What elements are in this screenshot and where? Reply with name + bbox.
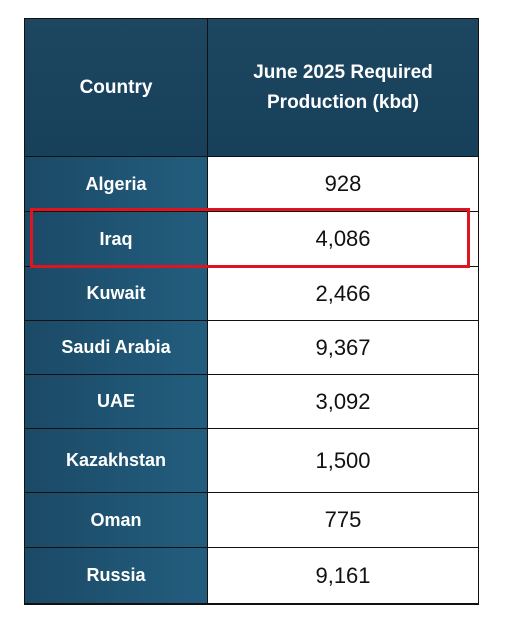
country-cell: Russia: [25, 548, 207, 603]
value-cell: 9,367: [208, 321, 478, 374]
value-cell: 2,466: [208, 267, 478, 320]
country-cell: Saudi Arabia: [25, 321, 207, 374]
column-header: Country: [25, 19, 207, 156]
column-header: June 2025 Required Production (kbd): [208, 19, 478, 156]
country-cell: Algeria: [25, 157, 207, 211]
table: Country June 2025 Required Production (kb…: [24, 18, 479, 605]
value-cell: 4,086: [208, 212, 478, 266]
value-cell: 9,161: [208, 548, 478, 603]
country-cell: Kuwait: [25, 267, 207, 320]
country-cell: Kazakhstan: [25, 429, 207, 492]
country-cell: UAE: [25, 375, 207, 428]
country-cell: Iraq: [25, 212, 207, 266]
value-cell: 1,500: [208, 429, 478, 492]
value-cell: 775: [208, 493, 478, 547]
value-cell: 3,092: [208, 375, 478, 428]
value-cell: 928: [208, 157, 478, 211]
country-cell: Oman: [25, 493, 207, 547]
